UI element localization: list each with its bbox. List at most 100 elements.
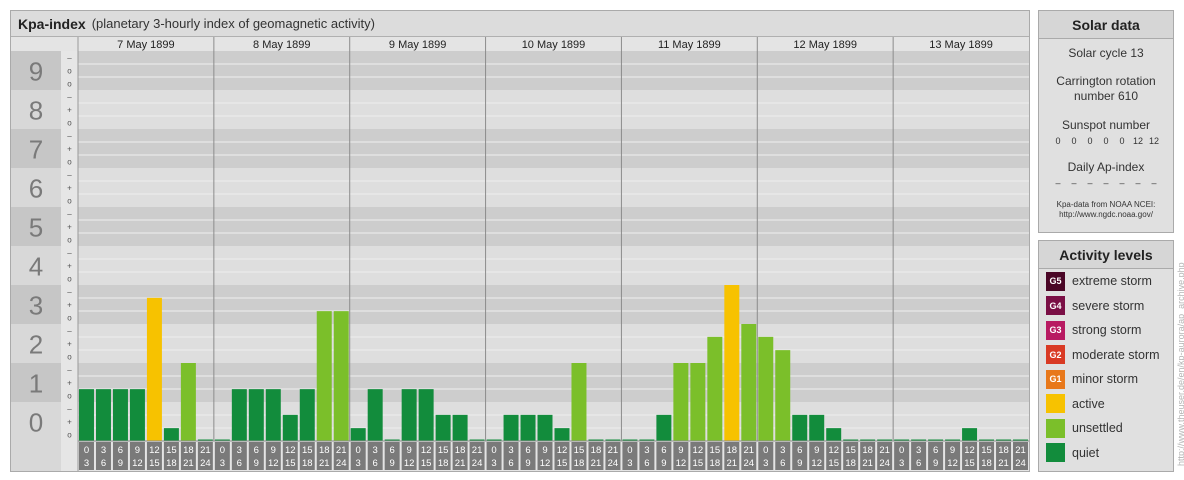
level-strong-storm: G3 strong storm [1039,318,1173,343]
interval-end-label: 6 [780,458,785,469]
interval-end-label: 24 [472,458,483,469]
interval-start-label: 9 [678,445,683,456]
interval-cell [316,442,332,470]
kp-bar [520,414,536,441]
level-label: strong storm [1072,323,1142,338]
level-label: minor storm [1072,372,1138,387]
interval-end-label: 9 [254,458,259,469]
interval-start-label: 9 [950,445,955,456]
y-minor-tick: + [67,340,72,349]
interval-start-label: 3 [508,445,513,456]
interval-end-label: 9 [933,458,938,469]
kp-bar [282,414,298,441]
y-minor-tick: o [67,197,72,206]
interval-start-label: 15 [845,445,856,456]
axis-band [11,207,61,246]
kp-bar [979,439,995,441]
interval-end-label: 6 [373,458,378,469]
kp-bar [384,439,400,441]
interval-end-label: 3 [220,458,225,469]
sunspot-value: 0 [1071,136,1077,146]
kp-bar [605,439,621,441]
kp-bar [673,363,689,441]
level-label: active [1072,396,1105,411]
kp-bar [163,428,179,441]
interval-end-label: 21 [319,458,330,469]
level-band [78,207,1029,246]
kp-bar [401,389,417,441]
interval-end-label: 21 [455,458,466,469]
interval-end-label: 3 [84,458,89,469]
date-label: 12 May 1899 [793,39,857,51]
interval-start-label: 18 [319,445,330,456]
interval-start-label: 6 [118,445,123,456]
interval-cell [469,442,485,470]
y-minor-column [61,51,78,471]
interval-start-label: 3 [101,445,106,456]
interval-end-label: 21 [183,458,194,469]
date-label: 13 May 1899 [929,39,993,51]
kp-bar [758,336,774,441]
interval-start-label: 18 [183,445,194,456]
kp-bar [639,439,655,441]
axis-band [11,285,61,324]
interval-cell [894,442,910,470]
level-band [78,363,1029,402]
interval-end-label: 18 [166,458,177,469]
g5-badge: G5 [1046,271,1065,291]
interval-end-label: 21 [998,458,1009,469]
data-source-line: Kpa-data from NOAA NCEI: [1056,200,1156,209]
solar-data-title: Solar data [1039,11,1173,39]
interval-end-label: 18 [981,458,992,469]
interval-start-label: 6 [390,445,395,456]
interval-cell [622,442,638,470]
kpa-chart: 0 o+–1 o+–2 o+–3 o+–4 o+–5 o+–6 o+–7 o+–8 o+–9 oo–… [11,37,1029,471]
interval-end-label: 12 [676,458,687,469]
kp-bar [622,439,638,441]
kp-bar [843,439,859,441]
interval-cell [418,442,434,470]
interval-start-label: 12 [828,445,839,456]
interval-start-label: 18 [727,445,738,456]
kp-bar [571,363,587,441]
active-swatch [1046,394,1065,414]
interval-cell [435,442,451,470]
interval-cell [605,442,621,470]
interval-start-label: 12 [964,445,975,456]
interval-start-label: 6 [254,445,259,456]
interval-end-label: 9 [797,458,802,469]
g3-badge: G3 [1046,320,1065,340]
carrington-rotation: Carrington rotation number 610 [1056,74,1156,103]
interval-start-label: 21 [472,445,483,456]
y-tick-label: 9 [29,57,43,87]
interval-cell [112,442,128,470]
interval-cell [962,442,978,470]
y-tick-label: 5 [29,213,43,243]
level-band [78,51,1029,90]
ap-value: – [1135,178,1141,188]
kp-bar [248,389,264,441]
interval-cell [554,442,570,470]
interval-cell [129,442,145,470]
interval-end-label: 9 [118,458,123,469]
y-minor-tick: + [67,223,72,232]
y-minor-tick: + [67,379,72,388]
chart-title: Kpa-index [18,15,86,32]
activity-levels-title: Activity levels [1039,241,1173,269]
interval-cell [979,442,995,470]
y-tick-label: 1 [29,369,43,399]
y-minor-tick: – [67,54,72,63]
kp-bar [741,324,757,441]
interval-cell [928,442,944,470]
interval-start-label: 9 [814,445,819,456]
kp-bar [265,389,281,441]
interval-end-label: 24 [336,458,347,469]
interval-cell [180,442,196,470]
interval-start-label: 21 [200,445,211,456]
interval-end-label: 6 [101,458,106,469]
axis-band [11,129,61,168]
kp-bar [486,439,502,441]
kp-bar [537,414,553,441]
interval-cell [248,442,264,470]
interval-end-label: 12 [268,458,279,469]
